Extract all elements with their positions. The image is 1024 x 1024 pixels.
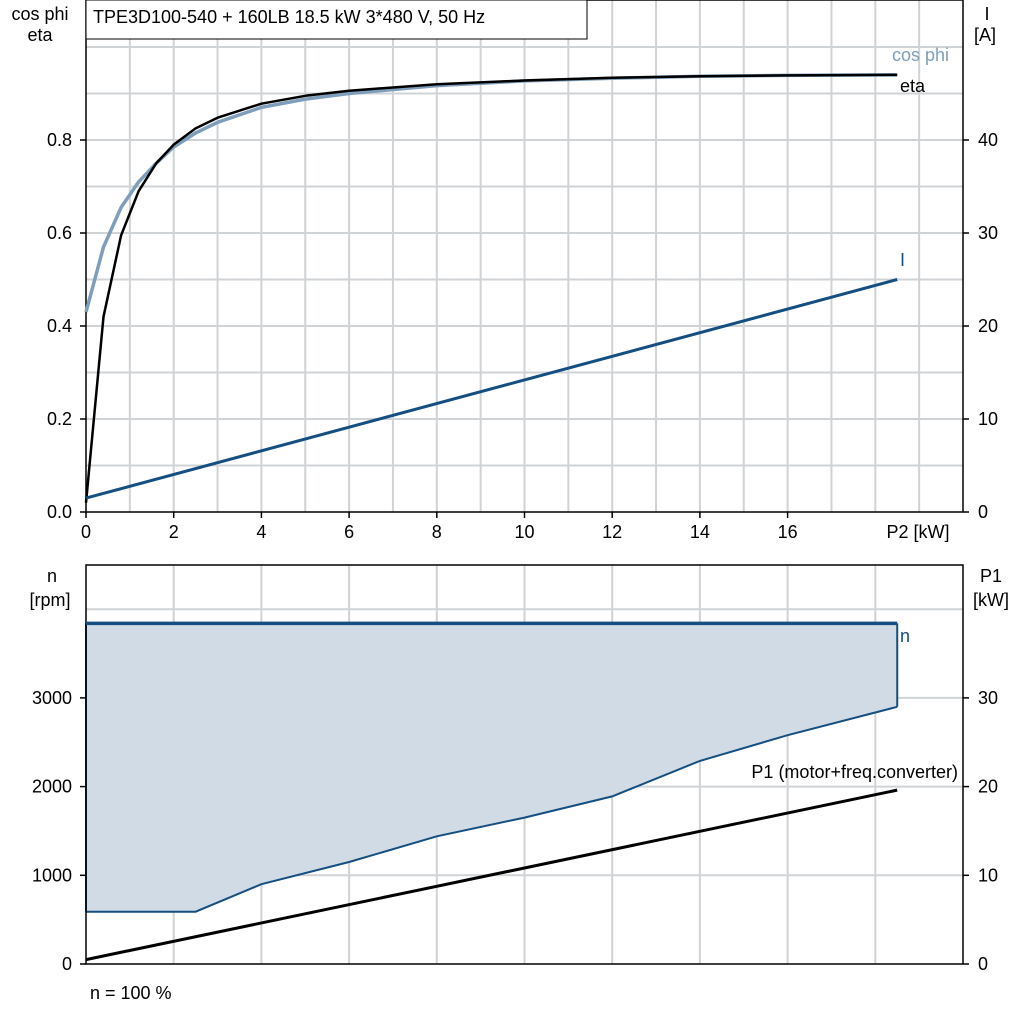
x-tick-label: 0 bbox=[81, 522, 91, 542]
y-left-tick-label: 0.8 bbox=[47, 130, 72, 150]
left-axis-label-rpm: [rpm] bbox=[29, 590, 70, 610]
left-axis-label-cos-phi: cos phi bbox=[11, 4, 68, 24]
bottom-y-right-tick-label: 0 bbox=[978, 954, 988, 974]
series-label-cos-phi: cos phi bbox=[892, 45, 949, 65]
x-tick-label: 14 bbox=[690, 522, 710, 542]
bottom-y-left-tick-label: 3000 bbox=[32, 688, 72, 708]
series-label-i: I bbox=[900, 250, 905, 270]
speed-power-chart: 0 1000 2000 3000 0 10 20 30 n [rpm] P1 [kW] n P… bbox=[29, 564, 1009, 1003]
bottom-y-left-tick-label: 2000 bbox=[32, 777, 72, 797]
right-axis-label-i: I bbox=[984, 4, 989, 24]
efficiency-current-chart: 0 2 4 6 8 10 12 14 16 0.0 0.2 0.4 0.6 0.8 0 10 20 30 40 TP… bbox=[11, 0, 998, 542]
y-right-tick-label: 10 bbox=[978, 409, 998, 429]
x-tick-label: 6 bbox=[344, 522, 354, 542]
y-right-tick-label: 40 bbox=[978, 130, 998, 150]
y-left-tick-label: 0.0 bbox=[47, 502, 72, 522]
title-box bbox=[85, 0, 588, 40]
bottom-y-left-tick-label: 1000 bbox=[32, 865, 72, 885]
y-right-tick-label: 0 bbox=[978, 502, 988, 522]
chart-title: TPE3D100-540 + 160LB 18.5 kW 3*480 V, 50… bbox=[93, 7, 485, 27]
series-line-current bbox=[85, 278, 898, 500]
top-grid bbox=[86, 0, 963, 512]
x-tick-label: 2 bbox=[169, 522, 179, 542]
right-axis-label-unit: [A] bbox=[974, 25, 996, 45]
series-line-p1 bbox=[85, 788, 898, 962]
bottom-plot-frame bbox=[85, 564, 964, 965]
series-label-p1: P1 (motor+freq.converter) bbox=[751, 762, 958, 782]
x-tick-label: 4 bbox=[256, 522, 266, 542]
right-axis-label-p1: P1 bbox=[980, 566, 1002, 586]
bottom-y-left-tick-label: 0 bbox=[62, 954, 72, 974]
x-axis-label: P2 [kW] bbox=[886, 522, 949, 542]
x-tick-label: 12 bbox=[602, 522, 622, 542]
bottom-y-right-tick-label: 20 bbox=[978, 777, 998, 797]
bottom-y-right-tick-label: 30 bbox=[978, 688, 998, 708]
y-right-tick-label: 30 bbox=[978, 223, 998, 243]
y-left-tick-label: 0.6 bbox=[47, 223, 72, 243]
y-left-tick-label: 0.2 bbox=[47, 409, 72, 429]
series-line-eta bbox=[84, 73, 898, 503]
speed-range-area bbox=[86, 623, 898, 912]
footnote: n = 100 % bbox=[90, 983, 172, 1003]
speed-lower-line bbox=[86, 705, 898, 913]
right-axis-label-kw: [kW] bbox=[973, 590, 1009, 610]
series-label-eta: eta bbox=[900, 76, 926, 96]
x-tick-label: 10 bbox=[514, 522, 534, 542]
left-axis-label-n: n bbox=[47, 566, 57, 586]
bottom-y-right-tick-label: 10 bbox=[978, 865, 998, 885]
series-label-n: n bbox=[900, 626, 910, 646]
y-right-tick-label: 20 bbox=[978, 316, 998, 336]
x-tick-label: 8 bbox=[432, 522, 442, 542]
left-axis-label-eta: eta bbox=[27, 25, 53, 45]
series-line-cos-phi bbox=[84, 73, 898, 313]
x-tick-label: 16 bbox=[778, 522, 798, 542]
y-left-tick-label: 0.4 bbox=[47, 316, 72, 336]
